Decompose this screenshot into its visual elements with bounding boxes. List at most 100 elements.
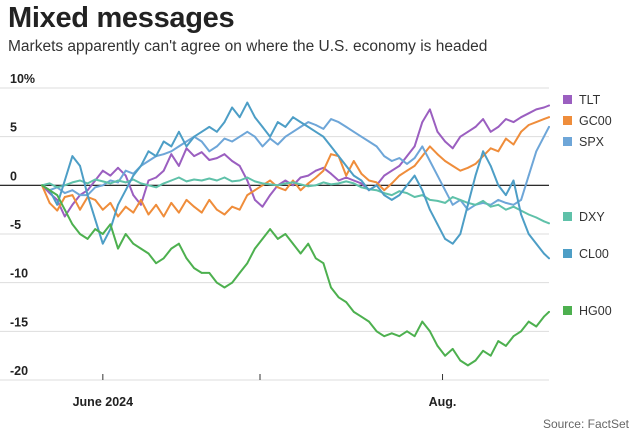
data-point-spx bbox=[170, 150, 173, 153]
data-point-hg00 bbox=[132, 242, 135, 245]
data-point-gc00 bbox=[497, 150, 500, 153]
data-point-cl00 bbox=[254, 116, 256, 119]
data-point-spx bbox=[246, 130, 249, 133]
data-point-spx bbox=[512, 203, 515, 206]
data-point-tlt bbox=[436, 130, 439, 133]
data-point-gc00 bbox=[276, 186, 279, 189]
data-point-gc00 bbox=[56, 209, 59, 212]
data-point-dxy bbox=[322, 181, 325, 184]
data-point-hg00 bbox=[246, 262, 249, 265]
data-point-dxy bbox=[299, 183, 302, 186]
data-point-gc00 bbox=[436, 153, 439, 156]
data-point-dxy bbox=[314, 184, 317, 187]
data-point-spx bbox=[223, 137, 226, 140]
data-point-dxy bbox=[185, 180, 188, 183]
data-point-dxy bbox=[178, 176, 180, 179]
data-point-cl00 bbox=[467, 203, 469, 206]
x-axis: June 2024 Aug. bbox=[73, 374, 457, 409]
data-point-cl00 bbox=[421, 189, 424, 192]
y-tick-label: 10% bbox=[10, 72, 35, 86]
data-point-spx bbox=[216, 145, 218, 148]
legend-swatch-cl00 bbox=[563, 249, 572, 258]
x-tick-label: Aug. bbox=[429, 395, 457, 409]
data-point-gc00 bbox=[330, 153, 332, 156]
data-point-cl00 bbox=[124, 189, 127, 192]
data-point-gc00 bbox=[375, 181, 378, 184]
data-point-cl00 bbox=[535, 242, 538, 245]
data-point-spx bbox=[292, 130, 294, 133]
data-point-tlt bbox=[413, 145, 416, 148]
data-point-gc00 bbox=[451, 165, 454, 167]
data-point-tlt bbox=[520, 116, 522, 119]
data-point-cl00 bbox=[140, 165, 142, 167]
data-point-hg00 bbox=[467, 364, 469, 367]
data-point-hg00 bbox=[459, 359, 462, 362]
data-point-gc00 bbox=[505, 137, 507, 140]
data-point-cl00 bbox=[330, 145, 332, 148]
data-point-hg00 bbox=[368, 320, 370, 323]
data-point-spx bbox=[71, 189, 74, 192]
data-point-dxy bbox=[162, 182, 165, 185]
data-point-spx bbox=[269, 137, 271, 140]
data-point-tlt bbox=[429, 108, 431, 111]
data-point-tlt bbox=[147, 179, 150, 182]
data-point-gc00 bbox=[155, 203, 158, 206]
data-point-tlt bbox=[132, 194, 135, 197]
data-point-gc00 bbox=[269, 179, 271, 182]
data-point-spx bbox=[345, 126, 348, 128]
data-point-hg00 bbox=[360, 315, 363, 318]
y-tick-label: 0 bbox=[10, 169, 17, 183]
data-point-cl00 bbox=[101, 242, 104, 245]
data-point-hg00 bbox=[444, 354, 446, 357]
y-tick-label: 5 bbox=[10, 121, 17, 135]
data-point-gc00 bbox=[200, 211, 203, 214]
data-point-tlt bbox=[117, 166, 119, 169]
data-point-tlt bbox=[216, 157, 218, 160]
data-point-spx bbox=[543, 135, 545, 138]
data-point-spx bbox=[162, 153, 165, 156]
data-point-gc00 bbox=[94, 199, 97, 201]
data-point-tlt bbox=[337, 179, 340, 182]
data-point-dxy bbox=[497, 203, 500, 206]
data-point-hg00 bbox=[345, 301, 348, 303]
data-point-tlt bbox=[527, 112, 530, 115]
data-point-hg00 bbox=[208, 272, 211, 274]
data-point-gc00 bbox=[254, 189, 256, 192]
data-point-spx bbox=[375, 145, 378, 148]
data-point-cl00 bbox=[185, 145, 188, 148]
data-point-dxy bbox=[86, 182, 89, 185]
data-point-cl00 bbox=[170, 145, 173, 148]
data-point-gc00 bbox=[322, 169, 325, 172]
legend: TLT GC00 SPX DXY CL00 HG00 bbox=[563, 93, 612, 318]
data-point-hg00 bbox=[375, 330, 378, 333]
data-point-gc00 bbox=[162, 215, 165, 218]
data-point-hg00 bbox=[520, 330, 522, 333]
data-point-cl00 bbox=[505, 194, 507, 197]
data-point-tlt bbox=[512, 121, 515, 123]
data-point-hg00 bbox=[548, 311, 550, 313]
data-point-spx bbox=[261, 145, 264, 148]
data-point-spx bbox=[94, 186, 97, 189]
data-point-spx bbox=[307, 121, 310, 123]
data-point-hg00 bbox=[307, 242, 310, 245]
data-point-tlt bbox=[390, 169, 393, 172]
data-point-cl00 bbox=[527, 233, 530, 235]
data-point-dxy bbox=[345, 180, 348, 183]
data-point-hg00 bbox=[48, 189, 51, 192]
data-point-dxy bbox=[238, 179, 241, 182]
data-point-dxy bbox=[109, 182, 112, 185]
data-point-cl00 bbox=[543, 252, 545, 255]
data-point-cl00 bbox=[322, 135, 325, 138]
data-point-spx bbox=[337, 121, 340, 123]
data-point-hg00 bbox=[535, 325, 538, 328]
data-point-tlt bbox=[140, 203, 142, 206]
data-point-hg00 bbox=[352, 311, 355, 313]
legend-label-hg00: HG00 bbox=[579, 304, 612, 318]
data-point-tlt bbox=[284, 179, 287, 182]
data-point-dxy bbox=[56, 186, 59, 189]
data-point-cl00 bbox=[284, 126, 287, 128]
data-point-spx bbox=[117, 181, 119, 184]
data-point-dxy bbox=[193, 178, 196, 181]
data-point-cl00 bbox=[548, 257, 550, 260]
data-point-tlt bbox=[467, 130, 469, 133]
